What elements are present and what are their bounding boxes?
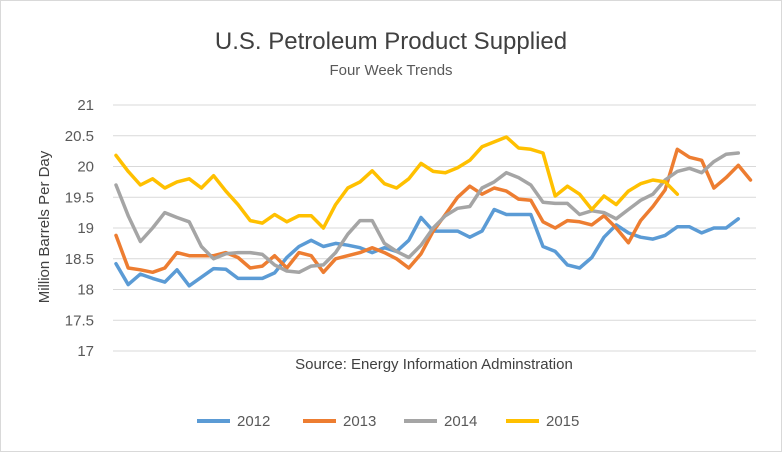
y-tick-label: 17 <box>77 343 94 360</box>
series-line-2012 <box>114 207 741 288</box>
y-axis-tick-labels: 17 17.5 18 18.5 19 19.5 20 20.5 21 <box>65 97 94 360</box>
y-tick-label: 19.5 <box>65 189 94 206</box>
chart-subtitle: Four Week Trends <box>329 62 452 79</box>
series-line-2014 <box>114 151 741 275</box>
series-lines <box>114 135 753 288</box>
legend-label-2015: 2015 <box>546 413 579 430</box>
legend: 2012 2013 2014 2015 <box>197 413 579 430</box>
y-tick-label: 18 <box>77 282 94 299</box>
y-tick-label: 18.5 <box>65 251 94 268</box>
legend-label-2013: 2013 <box>343 413 376 430</box>
series-line-2013 <box>114 147 753 275</box>
y-tick-label: 17.5 <box>65 312 94 329</box>
legend-label-2014: 2014 <box>444 413 477 430</box>
y-tick-label: 21 <box>77 97 94 114</box>
y-tick-label: 20.5 <box>65 128 94 145</box>
y-tick-label: 19 <box>77 220 94 237</box>
y-axis-label: Million Barrels Per Day <box>36 150 53 303</box>
y-tick-label: 20 <box>77 159 94 176</box>
legend-label-2012: 2012 <box>237 413 270 430</box>
source-annotation: Source: Energy Information Adminstration <box>295 356 573 373</box>
series-line-2015 <box>114 135 680 230</box>
chart-title: U.S. Petroleum Product Supplied <box>215 28 567 55</box>
